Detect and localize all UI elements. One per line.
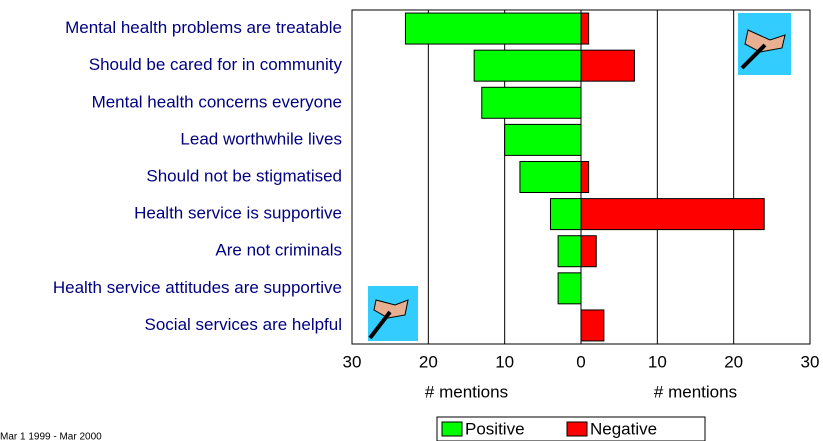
category-label: Should not be stigmatised: [146, 166, 342, 185]
bar: [580, 12, 590, 45]
bar: [580, 198, 765, 231]
legend-label: Negative: [590, 419, 657, 438]
bar: [580, 235, 597, 268]
bar: [580, 309, 605, 342]
bar: [580, 161, 590, 193]
bar: [404, 12, 582, 45]
bar: [557, 272, 582, 305]
category-label: Are not criminals: [215, 241, 342, 260]
legend-swatch: [566, 421, 588, 437]
x-tick-label: 10: [648, 352, 667, 371]
category-label: Social services are helpful: [145, 315, 342, 334]
footnote: Mar 1 1999 - Mar 2000: [0, 432, 102, 441]
bar: [473, 49, 582, 82]
bar: [557, 235, 582, 268]
category-label: Health service is supportive: [134, 204, 342, 223]
category-label: Should be cared for in community: [89, 55, 343, 74]
bar: [504, 123, 582, 156]
icon: [368, 286, 418, 341]
bar: [549, 198, 582, 231]
bar: [481, 86, 582, 119]
icon: [738, 13, 791, 75]
x-tick-label: 30: [343, 352, 362, 371]
x-tick-label: 30: [801, 352, 820, 371]
x-tick-label: 20: [724, 352, 743, 371]
bar: [580, 49, 635, 82]
category-label: Mental health problems are treatable: [65, 18, 342, 37]
category-label: Lead worthwhile lives: [180, 129, 342, 148]
x-tick-label: 10: [495, 352, 514, 371]
legend-label: Positive: [465, 419, 525, 438]
legend-swatch: [441, 421, 463, 437]
bar: [519, 161, 582, 193]
category-label: Health service attitudes are supportive: [53, 278, 342, 297]
x-tick-label: 20: [419, 352, 438, 371]
x-axis-label: # mentions: [654, 382, 737, 401]
x-axis-label: # mentions: [425, 382, 508, 401]
x-tick-label: 0: [576, 352, 585, 371]
category-label: Mental health concerns everyone: [92, 92, 342, 111]
